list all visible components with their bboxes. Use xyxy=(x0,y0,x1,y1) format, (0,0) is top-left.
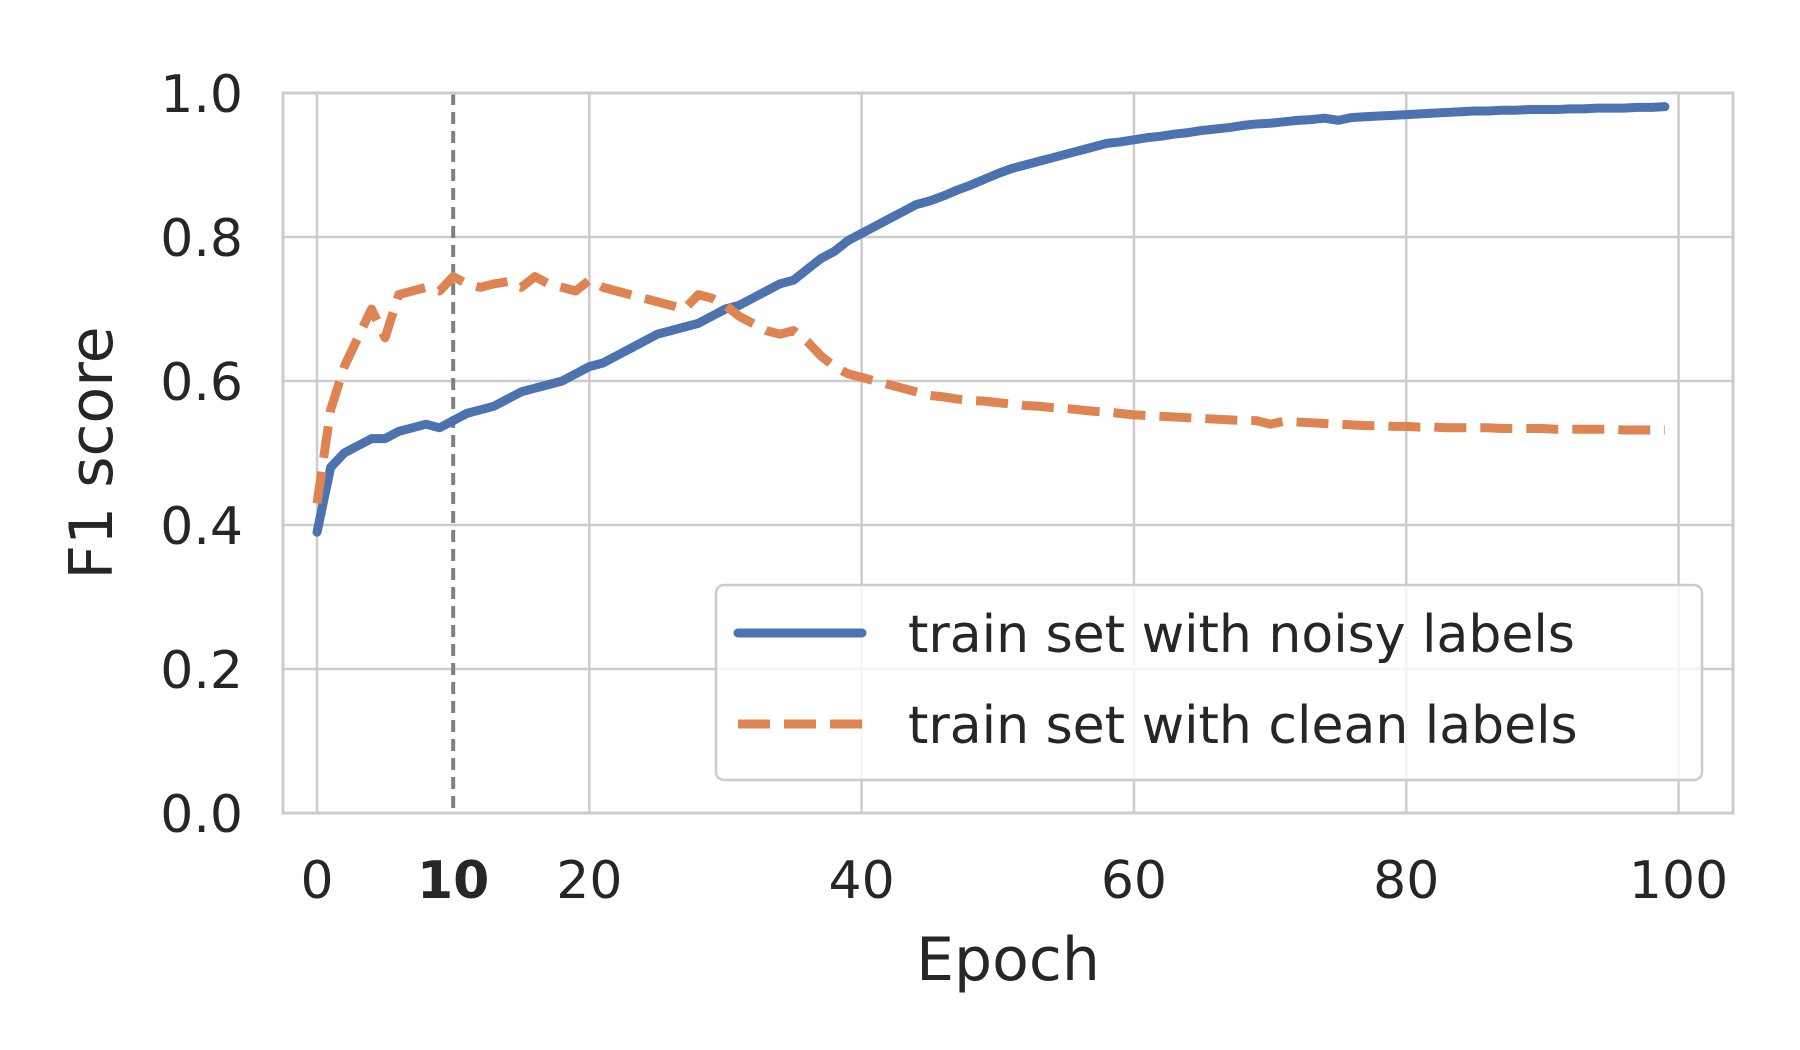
y-tick-label-1-0: 1.0 xyxy=(160,65,243,125)
legend: train set with noisy labels train set wi… xyxy=(714,583,1704,782)
x-tick-label-20: 20 xyxy=(556,851,622,911)
x-tick-label-60: 60 xyxy=(1101,851,1167,911)
y-tick-label-0-6: 0.6 xyxy=(160,353,243,413)
x-tick-label-100: 100 xyxy=(1629,851,1728,911)
y-tick-label-0-2: 0.2 xyxy=(160,641,243,701)
x-tick-label-0: 0 xyxy=(300,851,333,911)
series-group xyxy=(312,102,1670,537)
x-tick-label-80: 80 xyxy=(1373,851,1439,911)
y-tick-labels: 0.0 0.2 0.4 0.6 0.8 1.0 xyxy=(160,65,243,845)
legend-label-noisy: train set with noisy labels xyxy=(908,605,1575,665)
legend-box xyxy=(714,583,1704,782)
y-tick-label-0-4: 0.4 xyxy=(160,497,243,557)
x-tick-label-40: 40 xyxy=(829,851,895,911)
plot-frame xyxy=(281,91,1735,815)
y-tick-label-0-8: 0.8 xyxy=(160,209,243,269)
y-tick-label-0-0: 0.0 xyxy=(160,785,243,845)
y-axis-label: F1 score xyxy=(57,327,127,580)
x-tick-labels: 0 10 20 40 60 80 100 xyxy=(300,851,1728,911)
series-line-train-set-with-noisy-labels xyxy=(312,102,1670,537)
legend-label-clean: train set with clean labels xyxy=(908,696,1578,756)
series-line-train-set-with-clean-labels xyxy=(312,272,1665,505)
x-axis-label: Epoch xyxy=(916,925,1100,995)
x-tick-label-10: 10 xyxy=(417,851,489,911)
